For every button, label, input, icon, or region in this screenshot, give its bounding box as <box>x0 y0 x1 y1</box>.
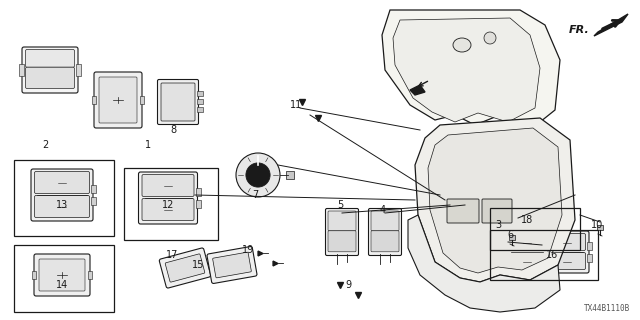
FancyBboxPatch shape <box>159 248 211 288</box>
FancyBboxPatch shape <box>94 72 142 128</box>
Bar <box>547 254 552 262</box>
FancyBboxPatch shape <box>548 234 586 251</box>
FancyBboxPatch shape <box>99 77 137 123</box>
Bar <box>124 168 218 240</box>
Circle shape <box>246 163 270 187</box>
Bar <box>91 197 96 205</box>
Text: 9: 9 <box>345 280 351 290</box>
FancyBboxPatch shape <box>161 83 195 121</box>
FancyBboxPatch shape <box>513 209 573 227</box>
Text: 14: 14 <box>56 280 68 290</box>
Ellipse shape <box>453 38 471 52</box>
FancyBboxPatch shape <box>165 254 205 282</box>
Text: 7: 7 <box>252 190 258 200</box>
Text: 1: 1 <box>145 140 151 150</box>
Bar <box>490 208 580 250</box>
FancyBboxPatch shape <box>35 172 90 194</box>
Bar <box>197 107 203 112</box>
Bar <box>286 171 294 179</box>
FancyBboxPatch shape <box>142 174 194 196</box>
FancyBboxPatch shape <box>509 234 545 251</box>
Text: 18: 18 <box>521 215 533 225</box>
FancyBboxPatch shape <box>35 196 90 218</box>
Text: 13: 13 <box>56 200 68 210</box>
Bar <box>597 225 603 230</box>
Text: FR.: FR. <box>569 25 590 35</box>
Bar <box>529 214 538 222</box>
FancyBboxPatch shape <box>22 47 78 93</box>
FancyBboxPatch shape <box>509 252 545 269</box>
Text: 11: 11 <box>290 100 302 110</box>
FancyBboxPatch shape <box>328 231 356 252</box>
FancyBboxPatch shape <box>31 169 93 221</box>
Bar <box>88 271 92 279</box>
Bar <box>14 245 114 312</box>
FancyBboxPatch shape <box>138 172 198 224</box>
FancyBboxPatch shape <box>26 67 74 89</box>
Bar <box>32 271 36 279</box>
FancyBboxPatch shape <box>328 211 356 231</box>
Text: TX44B1110B: TX44B1110B <box>584 304 630 313</box>
FancyBboxPatch shape <box>545 231 589 273</box>
Text: 6: 6 <box>507 230 513 240</box>
Bar <box>140 96 144 104</box>
Bar <box>509 235 515 240</box>
FancyBboxPatch shape <box>505 231 549 273</box>
Bar <box>92 96 96 104</box>
Text: 2: 2 <box>42 140 48 150</box>
Bar <box>195 200 200 208</box>
Text: 16: 16 <box>546 250 558 260</box>
Bar <box>557 214 566 222</box>
FancyBboxPatch shape <box>369 209 401 255</box>
Text: 4: 4 <box>380 205 386 215</box>
Bar <box>197 99 203 104</box>
FancyBboxPatch shape <box>371 231 399 252</box>
FancyBboxPatch shape <box>548 252 586 269</box>
Bar <box>490 230 598 280</box>
Bar <box>587 242 592 250</box>
FancyBboxPatch shape <box>447 199 479 223</box>
Bar <box>91 185 96 193</box>
Bar <box>197 91 203 96</box>
FancyBboxPatch shape <box>26 50 74 67</box>
Bar <box>195 188 200 196</box>
Polygon shape <box>594 14 628 36</box>
Polygon shape <box>410 85 425 95</box>
Bar <box>547 242 552 250</box>
FancyBboxPatch shape <box>482 199 512 223</box>
Text: 5: 5 <box>337 200 343 210</box>
FancyBboxPatch shape <box>212 252 252 278</box>
Polygon shape <box>428 128 562 273</box>
Text: 12: 12 <box>162 200 174 210</box>
FancyBboxPatch shape <box>326 209 358 255</box>
FancyBboxPatch shape <box>371 211 399 231</box>
FancyBboxPatch shape <box>39 259 85 291</box>
Text: 15: 15 <box>192 260 204 270</box>
FancyBboxPatch shape <box>157 79 198 124</box>
Text: 10: 10 <box>591 220 603 230</box>
FancyBboxPatch shape <box>34 254 90 296</box>
Bar <box>19 64 24 76</box>
Bar <box>587 254 592 262</box>
Text: 17: 17 <box>166 250 178 260</box>
FancyBboxPatch shape <box>142 198 194 220</box>
Text: 19: 19 <box>242 245 254 255</box>
Circle shape <box>236 153 280 197</box>
Polygon shape <box>393 18 540 122</box>
Circle shape <box>484 32 496 44</box>
Text: 8: 8 <box>170 125 176 135</box>
Bar <box>520 214 528 222</box>
Text: 3: 3 <box>495 220 501 230</box>
Bar <box>76 64 81 76</box>
FancyBboxPatch shape <box>207 246 257 284</box>
Polygon shape <box>382 10 560 130</box>
Polygon shape <box>408 215 560 312</box>
Bar <box>538 214 547 222</box>
Bar <box>14 160 114 236</box>
Bar <box>548 214 556 222</box>
Polygon shape <box>415 118 575 282</box>
